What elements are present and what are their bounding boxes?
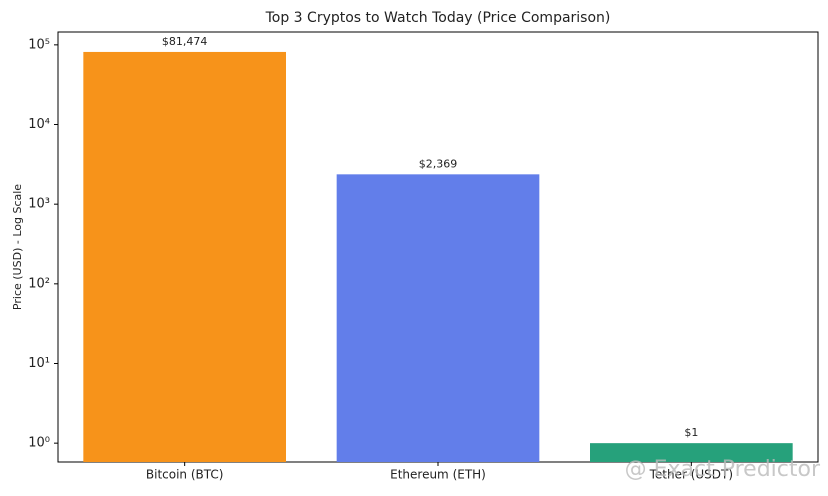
chart-title: Top 3 Cryptos to Watch Today (Price Comp… <box>265 10 611 26</box>
x-tick-label: Ethereum (ETH) <box>390 468 486 482</box>
y-tick-label: 10⁰ <box>28 436 50 451</box>
x-tick-label: Bitcoin (BTC) <box>146 468 224 482</box>
bar <box>336 174 540 462</box>
y-tick-label: 10² <box>28 276 50 291</box>
x-tick-label: Tether (USDT) <box>649 468 733 482</box>
bar <box>590 443 793 462</box>
y-tick-label: 10⁴ <box>28 117 50 132</box>
y-axis-label: Price (USD) - Log Scale <box>11 184 24 310</box>
bar <box>83 51 286 462</box>
value-label: $1 <box>684 426 698 439</box>
y-tick-label: 10¹ <box>28 356 50 371</box>
value-label: $2,369 <box>419 157 458 170</box>
y-tick-label: 10⁵ <box>28 37 50 52</box>
value-label: $81,474 <box>162 35 208 48</box>
y-tick-label: 10³ <box>28 197 50 212</box>
watermark: @ Exact Predictor <box>625 457 821 482</box>
